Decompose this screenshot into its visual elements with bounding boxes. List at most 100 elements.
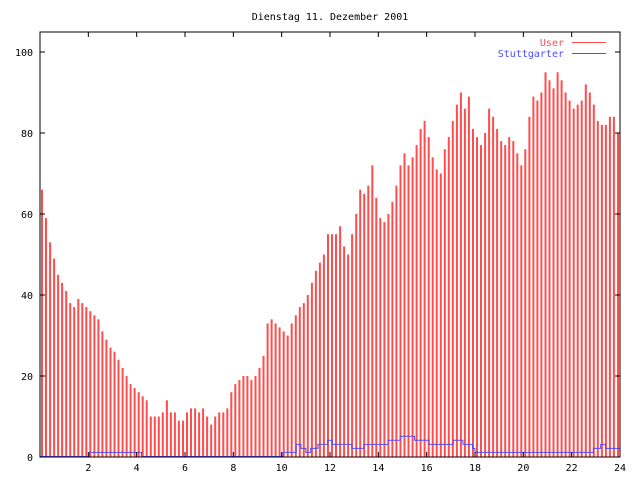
user-bar xyxy=(61,282,64,457)
user-bar xyxy=(318,262,321,457)
user-bar xyxy=(198,412,201,457)
user-bar xyxy=(367,185,370,457)
user-series xyxy=(41,72,619,458)
user-bar xyxy=(528,116,531,458)
user-bar xyxy=(564,92,567,457)
stuttgarter-line xyxy=(40,435,620,457)
user-bar xyxy=(270,319,273,457)
user-bar xyxy=(222,412,225,457)
user-bar xyxy=(407,165,410,457)
user-bar xyxy=(572,108,575,457)
user-bar xyxy=(206,416,209,457)
user-bar xyxy=(608,116,611,458)
user-bar xyxy=(612,116,615,458)
user-bar xyxy=(580,100,583,457)
user-bar xyxy=(375,197,378,458)
user-bar xyxy=(186,412,188,457)
user-bar xyxy=(266,323,269,457)
user-bar xyxy=(427,137,430,457)
user-bar xyxy=(57,274,60,458)
user-bar xyxy=(234,384,237,457)
user-bar xyxy=(145,400,148,457)
user-bar xyxy=(250,380,253,457)
user-bar xyxy=(431,157,434,458)
user-bar xyxy=(451,120,454,458)
user-bar xyxy=(496,128,499,457)
user-bar xyxy=(254,376,257,457)
user-bar xyxy=(190,408,192,457)
user-bar xyxy=(286,335,289,457)
user-bar xyxy=(121,367,124,457)
legend-label-stuttgarter: Stuttgarter xyxy=(498,49,564,60)
x-tick-label: 14 xyxy=(372,463,384,474)
user-bar xyxy=(403,153,406,458)
user-bar xyxy=(262,355,265,458)
user-bar xyxy=(290,323,293,457)
user-bar xyxy=(435,169,438,457)
user-bar xyxy=(161,412,164,457)
user-bar xyxy=(540,92,543,457)
user-bar xyxy=(568,100,571,457)
user-bar xyxy=(141,396,144,458)
user-bar xyxy=(343,246,346,457)
user-bar xyxy=(395,185,398,457)
user-bar xyxy=(101,331,104,457)
user-bar xyxy=(182,420,184,457)
user-bar xyxy=(302,303,305,457)
user-bar xyxy=(153,416,156,457)
user-bar xyxy=(105,339,108,457)
user-bar xyxy=(472,128,474,457)
user-bar xyxy=(113,351,116,457)
user-bar xyxy=(73,307,76,457)
user-bar xyxy=(53,258,56,457)
user-bar xyxy=(576,104,579,457)
user-bar xyxy=(480,145,482,457)
stuttgarter-series xyxy=(40,435,620,457)
user-bar xyxy=(387,214,390,457)
y-tick-label: 80 xyxy=(21,129,33,140)
y-tick-label: 60 xyxy=(21,210,33,221)
x-tick-label: 4 xyxy=(134,463,140,474)
user-bar xyxy=(93,315,96,458)
user-bar xyxy=(157,416,160,457)
user-bar xyxy=(242,376,245,457)
user-bar xyxy=(173,412,176,457)
user-bar xyxy=(508,137,511,457)
x-tick-label: 12 xyxy=(324,463,336,474)
user-bar xyxy=(548,80,551,458)
user-bar xyxy=(45,218,47,457)
user-bar xyxy=(391,201,394,457)
user-bar xyxy=(347,254,350,457)
x-tick-label: 22 xyxy=(566,463,578,474)
user-bar xyxy=(584,84,587,458)
user-bar xyxy=(327,234,329,457)
user-bar xyxy=(524,149,527,457)
y-tick-label: 100 xyxy=(15,48,33,59)
x-axis: 2 4 6 8 10 12 14 16 18 20 22 24 xyxy=(85,32,626,474)
user-bar xyxy=(282,331,285,457)
user-bar xyxy=(125,376,128,457)
user-bar xyxy=(588,92,591,457)
user-bar xyxy=(210,424,213,457)
y-axis: 0 20 40 60 80 100 xyxy=(15,48,620,464)
user-bar xyxy=(202,408,205,457)
user-bar xyxy=(65,291,68,457)
user-bar xyxy=(552,88,555,458)
user-bar xyxy=(556,72,559,458)
user-bar xyxy=(133,388,136,457)
legend-label-user: User xyxy=(540,38,564,49)
user-bar xyxy=(165,400,168,457)
x-tick-label: 24 xyxy=(614,463,626,474)
user-bar xyxy=(89,311,92,457)
user-bar xyxy=(383,222,386,457)
user-bar xyxy=(137,392,140,457)
legend: User Stuttgarter xyxy=(498,38,606,60)
user-bar xyxy=(218,412,221,457)
user-bar xyxy=(447,137,450,457)
user-bar xyxy=(399,165,402,457)
user-bar xyxy=(278,327,281,457)
user-bar xyxy=(214,416,217,457)
user-bar xyxy=(322,254,325,457)
x-tick-label: 2 xyxy=(85,463,91,474)
